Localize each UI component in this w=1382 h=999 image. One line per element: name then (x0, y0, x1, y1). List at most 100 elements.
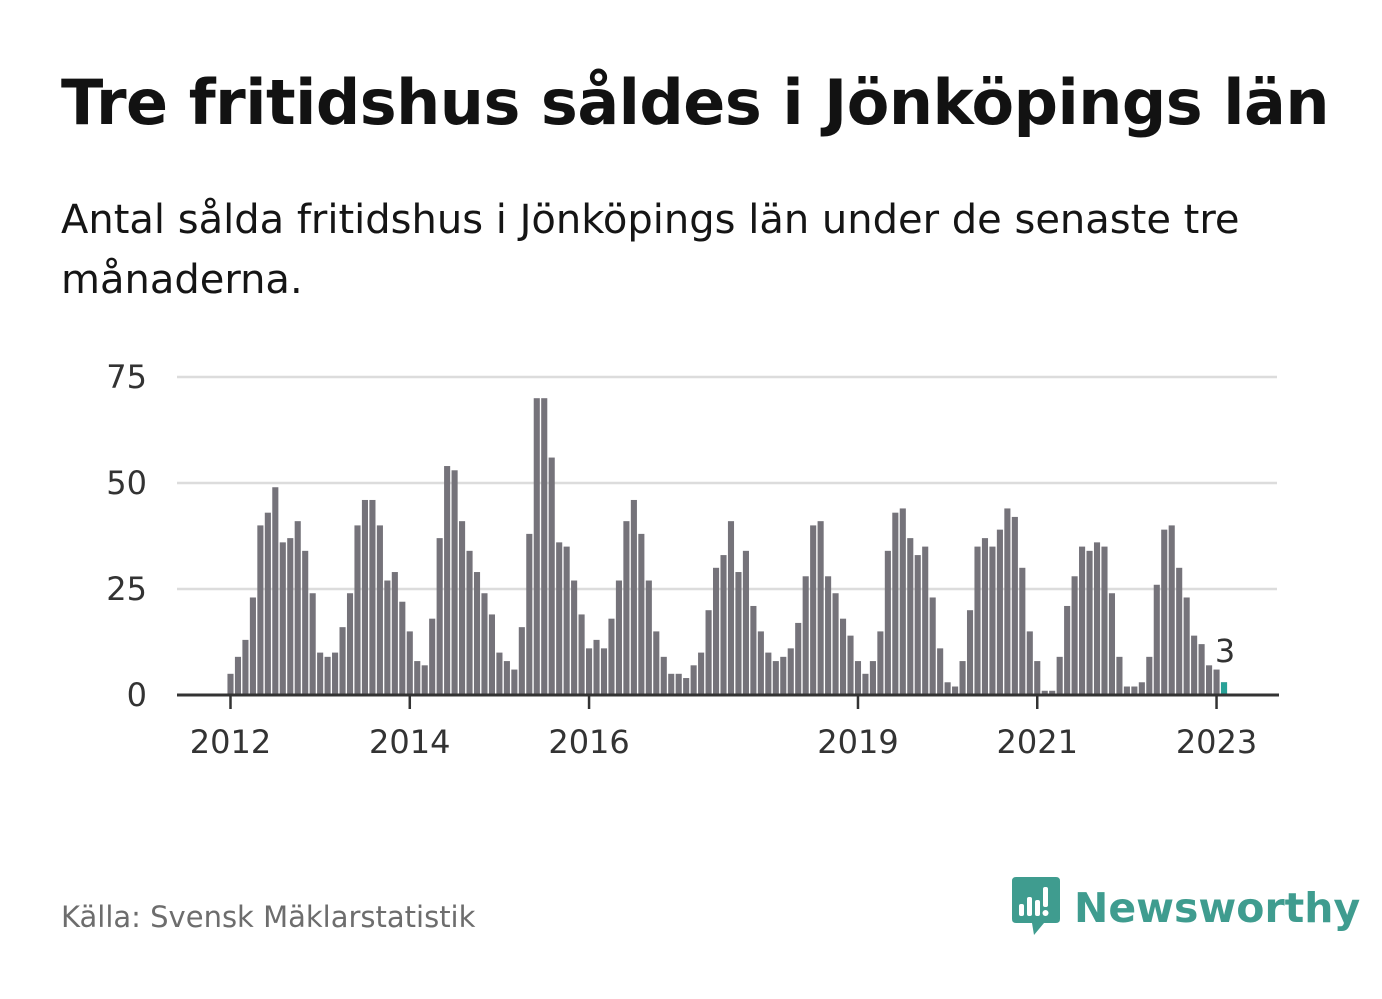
bars (227, 398, 1228, 695)
bar (354, 525, 361, 695)
bar (242, 639, 249, 695)
bar (1138, 682, 1145, 695)
bar (444, 466, 451, 695)
bar (1123, 686, 1130, 695)
bar (1108, 593, 1116, 695)
bar (466, 550, 473, 695)
chart-title: Tre fritidshus såldes i Jönköpings län (61, 66, 1330, 139)
bar (1064, 605, 1071, 695)
bar (757, 631, 764, 695)
bar (772, 661, 779, 695)
bar (503, 661, 510, 695)
bar (346, 593, 354, 695)
bar (795, 622, 802, 695)
bar (765, 652, 772, 695)
x-tick-label: 2014 (369, 723, 450, 761)
bar (496, 652, 503, 695)
bar (847, 635, 854, 695)
bar (488, 614, 495, 695)
bar (892, 512, 899, 695)
bar (1213, 669, 1220, 695)
bar (1153, 584, 1160, 695)
bar (279, 542, 286, 695)
bar (698, 652, 705, 695)
y-tick-label: 0 (127, 676, 147, 714)
bar (361, 499, 369, 695)
newsworthy-logo[interactable]: Newsworthy (1010, 876, 1360, 940)
bar (324, 656, 331, 695)
bar (877, 631, 884, 695)
bar (414, 661, 421, 695)
bar (1049, 690, 1056, 695)
bar (257, 525, 264, 695)
bar (974, 546, 981, 695)
bar (854, 661, 862, 695)
bar (473, 572, 481, 695)
bar (272, 487, 279, 695)
bar (227, 673, 234, 695)
bar (683, 678, 690, 695)
bar (705, 610, 712, 695)
bar (630, 499, 637, 695)
bar (332, 652, 339, 695)
bar (623, 521, 630, 695)
source-note: Källa: Svensk Mäklarstatistik (61, 900, 476, 934)
bar (989, 546, 996, 695)
bar (1011, 516, 1018, 695)
latest-value-label: 3 (1215, 632, 1235, 670)
bar (421, 665, 428, 695)
bar (287, 538, 294, 695)
bar (653, 631, 660, 695)
bar (690, 665, 697, 695)
bar (369, 499, 376, 695)
bar (735, 572, 742, 695)
bar (944, 682, 951, 695)
bar (787, 648, 794, 695)
bar (1041, 690, 1048, 695)
bar (675, 673, 682, 695)
bar (600, 648, 608, 695)
bar (884, 550, 891, 695)
bar (533, 398, 540, 695)
bar (899, 508, 906, 695)
bar (436, 538, 443, 695)
bar (1019, 567, 1026, 695)
bar (668, 673, 675, 695)
bar (1086, 550, 1093, 695)
bar (518, 627, 525, 695)
bar (556, 542, 563, 695)
bar (563, 546, 570, 695)
bar (1101, 546, 1108, 695)
bar (548, 457, 555, 695)
bar (541, 398, 548, 695)
bar (1026, 631, 1033, 695)
bar (399, 601, 406, 695)
x-tick-label: 2019 (817, 723, 898, 761)
bar (720, 555, 727, 695)
bar (264, 512, 271, 695)
x-tick-label: 2012 (190, 723, 271, 761)
bar (1206, 665, 1213, 695)
bar (339, 627, 346, 695)
x-tick-label: 2016 (548, 723, 629, 761)
bar (810, 525, 817, 695)
bar (713, 567, 720, 695)
bar (952, 686, 959, 695)
gridlines (177, 375, 1277, 591)
y-tick-label: 50 (106, 464, 147, 502)
chart-subtitle: Antal sålda fritidshus i Jönköpings län … (61, 197, 1240, 303)
bar (317, 652, 324, 695)
bar (571, 580, 578, 695)
bar (593, 639, 600, 695)
bar (384, 580, 391, 695)
bar (1079, 546, 1086, 695)
bar (825, 576, 832, 695)
bar (376, 525, 383, 695)
bar (1198, 644, 1205, 695)
bar (869, 661, 876, 695)
bar (839, 618, 847, 695)
bar (1161, 529, 1168, 695)
bar (1131, 686, 1138, 695)
bar (1183, 597, 1190, 695)
